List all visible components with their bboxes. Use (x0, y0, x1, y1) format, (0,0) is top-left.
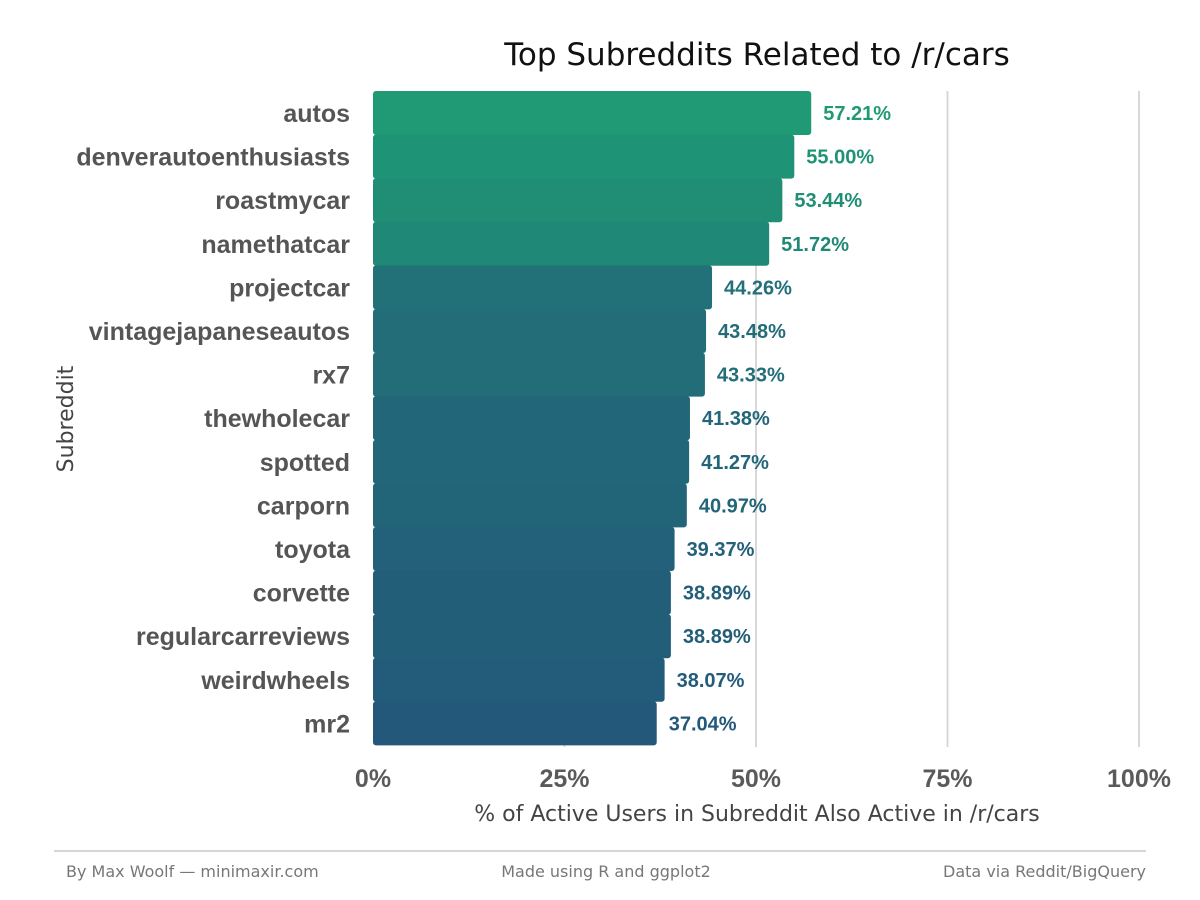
value-label-vintagejapaneseautos: 43.48% (718, 321, 786, 343)
category-label-mr2: mr2 (304, 710, 350, 738)
value-label-namethatcar: 51.72% (781, 234, 849, 256)
category-label-rx7: rx7 (312, 362, 350, 390)
value-label-weirdwheels: 38.07% (677, 670, 745, 692)
bar-rx7 (373, 352, 705, 397)
chart-title: Top Subreddits Related to /r/cars (503, 37, 1010, 73)
x-tick-label: 75% (922, 765, 972, 793)
x-tick-label: 50% (731, 765, 781, 793)
value-label-carporn: 40.97% (699, 495, 767, 517)
category-label-roastmycar: roastmycar (215, 187, 350, 215)
bar-namethatcar (373, 221, 770, 266)
category-label-corvette: corvette (253, 580, 350, 608)
bar-spotted (373, 439, 690, 484)
bar-mr2 (373, 701, 657, 746)
value-label-autos: 57.21% (823, 103, 891, 125)
value-label-projectcar: 44.26% (724, 277, 792, 299)
footer-source: Data via Reddit/BigQuery (943, 862, 1146, 881)
bar-carporn (373, 483, 687, 528)
bar-autos (373, 91, 812, 135)
category-labels: autos denverautoenthusiasts roastmycar name… (76, 100, 351, 738)
bar-toyota (373, 527, 675, 571)
category-label-thewholecar: thewholecar (204, 405, 350, 433)
x-tick-labels: 0% 25% 50% 75% 100% (355, 765, 1171, 793)
value-label-rx7: 43.33% (717, 365, 785, 387)
value-label-regularcarreviews: 38.89% (683, 626, 751, 648)
footer-credit: By Max Woolf — minimaxir.com (66, 862, 319, 881)
category-label-denverautoenthusiasts: denverautoenthusiasts (76, 144, 350, 172)
bar-denverautoenthusiasts (373, 134, 795, 179)
x-axis-title: % of Active Users in Subreddit Also Acti… (474, 802, 1040, 827)
x-tick-label: 25% (539, 765, 589, 793)
y-axis-title: Subreddit (54, 365, 79, 472)
bar-roastmycar (373, 178, 783, 223)
bar-weirdwheels (373, 657, 665, 702)
value-label-spotted: 41.27% (701, 452, 769, 474)
category-label-spotted: spotted (260, 449, 350, 477)
x-tick-label: 100% (1107, 765, 1171, 793)
bar-projectcar (373, 265, 713, 310)
category-label-regularcarreviews: regularcarreviews (136, 623, 350, 651)
value-label-corvette: 38.89% (683, 583, 751, 605)
x-tick-label: 0% (355, 765, 391, 793)
category-label-autos: autos (283, 100, 350, 128)
category-label-projectcar: projectcar (229, 274, 350, 302)
bar-corvette (373, 570, 671, 615)
category-label-toyota: toyota (275, 536, 351, 564)
bar-regularcarreviews (373, 614, 671, 659)
value-label-roastmycar: 53.44% (794, 190, 862, 212)
value-label-thewholecar: 41.38% (702, 408, 770, 430)
value-label-denverautoenthusiasts: 55.00% (806, 147, 874, 169)
category-label-namethatcar: namethatcar (201, 231, 350, 259)
value-label-mr2: 37.04% (669, 713, 737, 735)
bar-thewholecar (373, 396, 690, 441)
bars: 57.21% 55.00% 53.44% 51.72% 44.26% 43.48% 43.3… (373, 91, 891, 746)
value-label-toyota: 39.37% (687, 539, 755, 561)
category-label-weirdwheels: weirdwheels (200, 667, 350, 695)
category-label-vintagejapaneseautos: vintagejapaneseautos (89, 318, 350, 346)
footer-tool: Made using R and ggplot2 (501, 862, 711, 881)
bar-vintagejapaneseautos (373, 309, 707, 353)
category-label-carporn: carporn (257, 492, 350, 520)
